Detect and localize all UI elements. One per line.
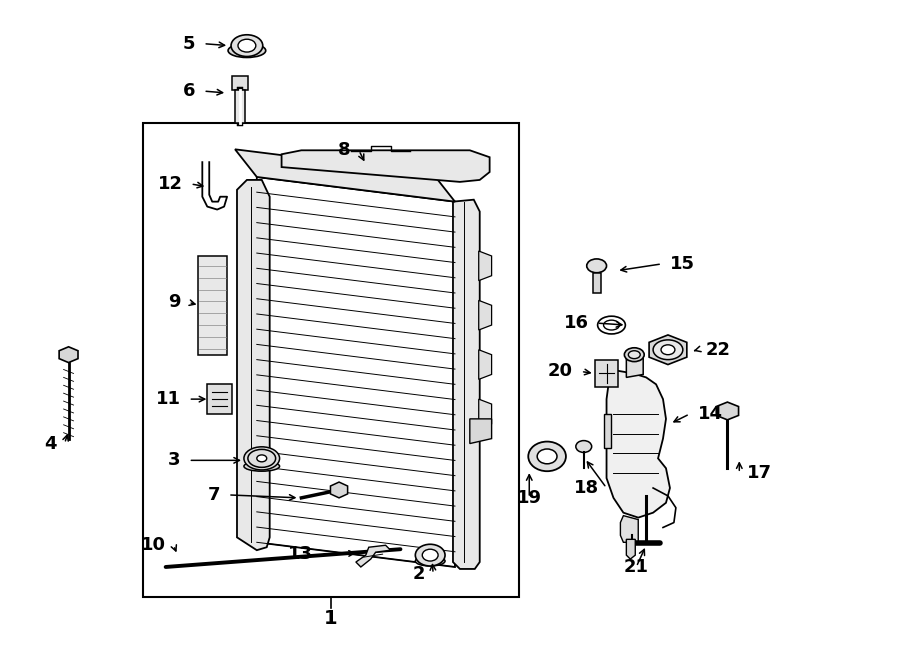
Text: 18: 18 [573,479,598,497]
Polygon shape [330,482,347,498]
Polygon shape [593,273,600,293]
Ellipse shape [256,455,266,462]
Ellipse shape [661,345,675,355]
Text: 21: 21 [624,558,649,576]
Ellipse shape [248,449,275,467]
Text: 8: 8 [338,141,351,159]
Polygon shape [620,516,638,542]
Text: 22: 22 [706,341,731,359]
Text: 16: 16 [563,314,589,332]
Ellipse shape [231,35,263,56]
Polygon shape [207,384,232,414]
Text: 10: 10 [140,536,166,555]
Ellipse shape [653,340,683,360]
Text: 4: 4 [44,434,57,453]
Text: 9: 9 [168,293,181,311]
Ellipse shape [228,44,266,58]
Text: 5: 5 [183,34,195,53]
Polygon shape [626,539,635,559]
Text: 15: 15 [670,255,695,273]
Polygon shape [470,419,491,444]
Polygon shape [235,90,245,123]
Polygon shape [479,300,491,330]
Ellipse shape [628,351,640,359]
Polygon shape [649,335,687,365]
Polygon shape [256,177,455,567]
Ellipse shape [244,461,280,471]
Ellipse shape [598,316,626,334]
Ellipse shape [625,348,644,362]
Ellipse shape [415,556,445,566]
Text: 11: 11 [156,390,181,408]
Text: 3: 3 [168,451,181,469]
Ellipse shape [238,39,256,52]
Ellipse shape [415,544,445,566]
Text: 6: 6 [183,82,195,100]
Polygon shape [235,149,455,202]
Polygon shape [453,200,480,569]
Text: 14: 14 [698,405,723,423]
Polygon shape [716,402,739,420]
Polygon shape [479,399,491,429]
Text: 1: 1 [324,609,338,628]
Polygon shape [237,180,270,550]
Ellipse shape [244,447,280,470]
Polygon shape [626,358,644,377]
Polygon shape [607,369,670,518]
Polygon shape [232,76,248,90]
Ellipse shape [528,442,566,471]
Polygon shape [356,545,391,567]
Text: 17: 17 [747,464,772,482]
Polygon shape [479,350,491,379]
Polygon shape [479,251,491,281]
Ellipse shape [576,441,591,452]
Bar [143,123,519,597]
Ellipse shape [422,549,438,561]
Text: 19: 19 [517,489,542,507]
Text: 2: 2 [413,565,425,583]
Ellipse shape [604,320,619,330]
Ellipse shape [587,259,607,273]
Text: 7: 7 [208,486,220,504]
Polygon shape [198,256,227,355]
Polygon shape [59,347,78,363]
Ellipse shape [537,449,557,464]
Polygon shape [282,150,490,182]
Polygon shape [595,360,618,387]
Polygon shape [604,414,610,449]
Text: 13: 13 [288,545,313,563]
Text: 12: 12 [158,175,183,193]
Text: 20: 20 [548,362,573,381]
